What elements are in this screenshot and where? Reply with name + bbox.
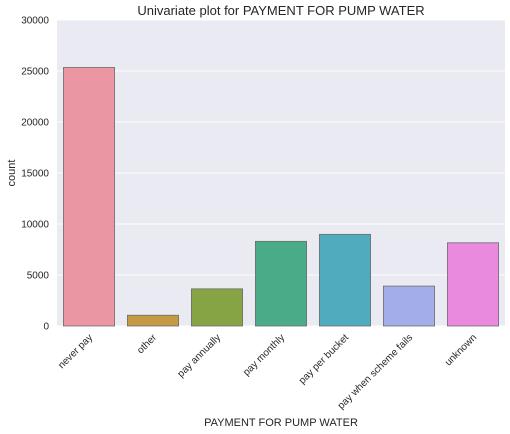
x-tick-label: other <box>135 332 159 356</box>
bar-never-pay <box>63 67 114 326</box>
bar-other <box>127 315 178 326</box>
bar-pay-annually <box>191 289 242 326</box>
bar-pay-when-scheme-fails <box>383 286 434 326</box>
y-tick-label: 0 <box>43 322 49 333</box>
x-tick-label: pay per bucket <box>297 332 351 386</box>
bar-pay-per-bucket <box>319 234 370 326</box>
bar-pay-monthly <box>255 241 306 326</box>
y-tick-label: 25000 <box>21 67 49 78</box>
x-tick-label: pay annually <box>176 332 223 379</box>
y-tick-label: 20000 <box>21 118 49 129</box>
bar-unknown <box>447 243 498 326</box>
x-tick-label: pay when scheme fails <box>336 332 415 411</box>
y-tick-label: 5000 <box>27 271 50 282</box>
y-tick-label: 10000 <box>21 220 49 231</box>
x-tick-labels: never pay other pay annually pay monthly pay… <box>56 332 479 412</box>
x-tick-label: pay monthly <box>241 332 287 378</box>
y-axis-label: count <box>6 160 18 187</box>
x-tick-label: never pay <box>56 332 95 371</box>
x-tick-label: unknown <box>443 332 479 368</box>
y-tick-label: 15000 <box>21 169 49 180</box>
y-tick-labels: 0 5000 10000 15000 20000 25000 30000 <box>21 16 49 333</box>
chart-title: Univariate plot for PAYMENT FOR PUMP WAT… <box>137 3 424 18</box>
x-axis-label: PAYMENT FOR PUMP WATER <box>204 417 358 429</box>
y-tick-label: 30000 <box>21 16 49 27</box>
